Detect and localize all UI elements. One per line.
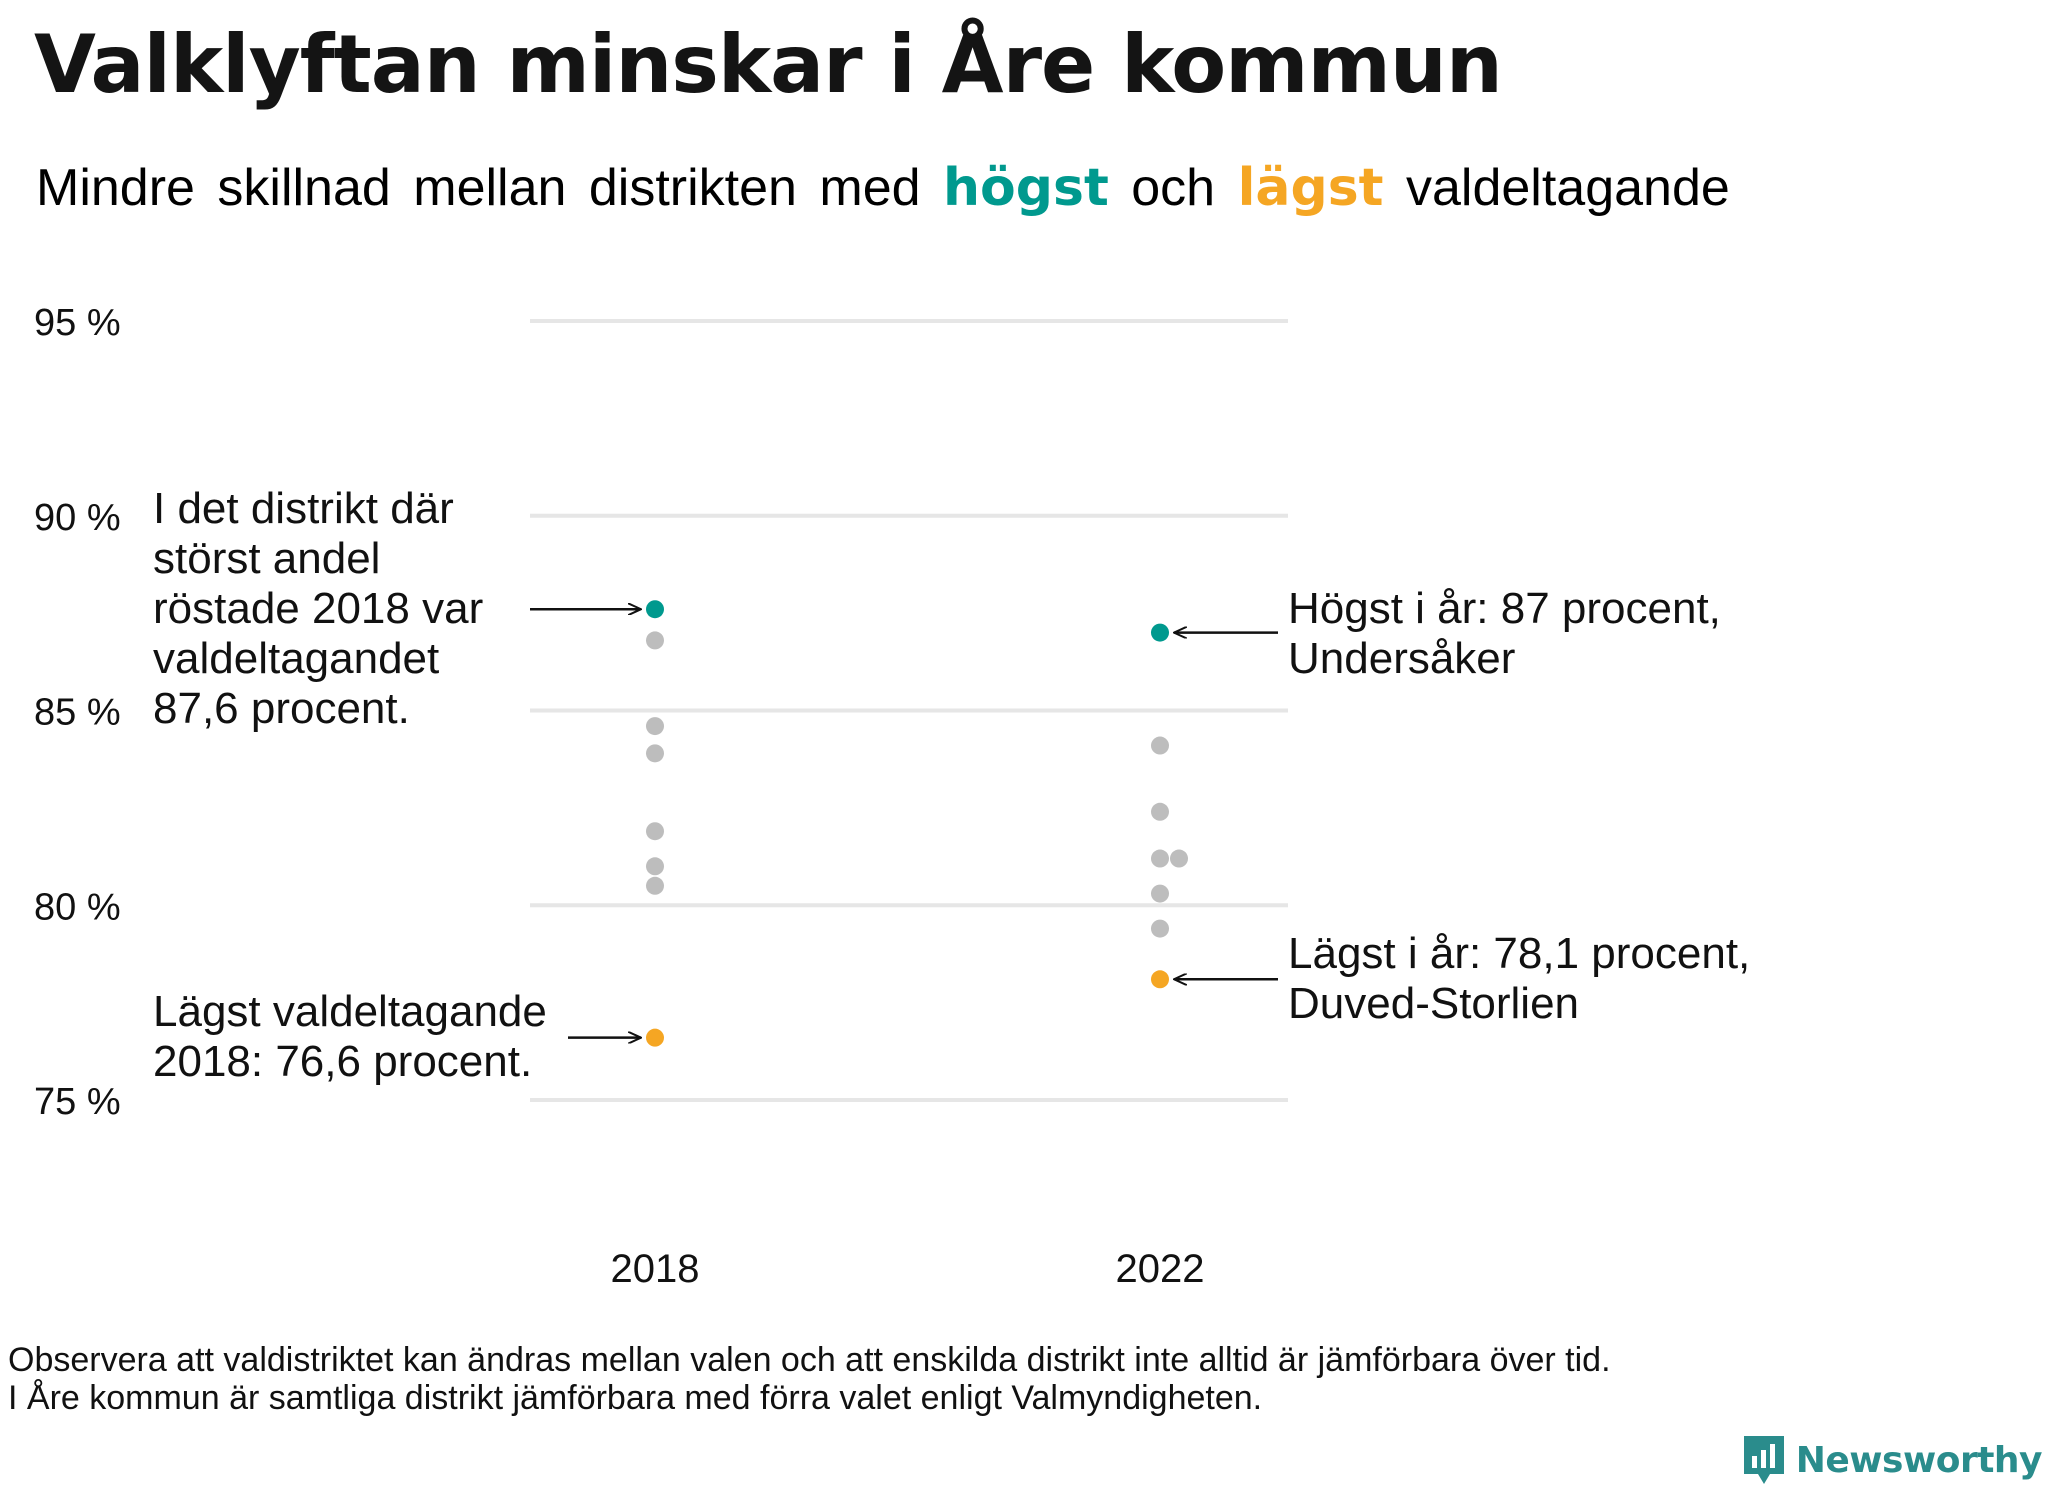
annotation-line: Undersåker (1288, 634, 1515, 683)
y-tick-label: 75 % (34, 1081, 121, 1123)
data-point-lowest (1151, 970, 1169, 989)
x-tick-label: 2018 (611, 1247, 700, 1291)
annotation-line: röstade 2018 var (153, 584, 483, 633)
data-point-other (1151, 736, 1169, 755)
annotation-line: Duved-Storlien (1288, 979, 1579, 1028)
bar-chart-speech-bubble-icon (1743, 1436, 1784, 1484)
annotation-line: valdeltagandet (153, 634, 439, 683)
footnote: Observera att valdistriktet kan ändras m… (8, 1341, 1611, 1417)
turnout-dot-plot: 75 % 80 % 85 % 90 % 95 % 2018 2022 I det dist… (34, 302, 1750, 1291)
annotation-low-2022: Lägst i år: 78,1 procent, Duved-Storlien (1288, 929, 1750, 1028)
data-point-highest (1151, 623, 1169, 642)
y-tick-label: 95 % (34, 302, 121, 344)
annotation-line: I det distrikt där (153, 484, 454, 533)
annotation-line: störst andel (153, 534, 380, 583)
data-point-lowest (646, 1028, 664, 1047)
annotation-line: Lägst i år: 78,1 procent, (1288, 929, 1750, 978)
annotation-high-2018: I det distrikt där störst andel röstade 20… (153, 484, 483, 733)
subtitle-highest-word: högst (943, 158, 1109, 218)
annotation-line: Lägst valdeltagande (153, 987, 547, 1036)
data-point-highest (646, 600, 664, 619)
x-axis: 2018 2022 (611, 1247, 1205, 1291)
data-point-other (1151, 884, 1169, 903)
annotation-line: 2018: 76,6 procent. (153, 1037, 532, 1086)
annotation-low-2018: Lägst valdeltagande 2018: 76,6 procent. (153, 987, 547, 1086)
subtitle-text-1: Mindre skillnad mellan distrikten med (36, 159, 921, 217)
data-points (646, 600, 1188, 1047)
subtitle-lowest-word: lägst (1237, 158, 1384, 218)
data-point-other (646, 717, 664, 736)
y-axis: 75 % 80 % 85 % 90 % 95 % (34, 302, 121, 1123)
footnote-line: I Åre kommun är samtliga distrikt jämför… (8, 1379, 1263, 1417)
brand-name: Newsworthy (1795, 1439, 2043, 1481)
x-tick-label: 2022 (1116, 1247, 1205, 1291)
data-point-other (646, 857, 664, 876)
y-tick-label: 90 % (34, 497, 121, 539)
annotation-high-2022: Högst i år: 87 procent, Undersåker (1288, 584, 1721, 683)
chart-title: Valklyftan minskar i Åre kommun (34, 18, 1503, 111)
subtitle-text-2: och (1131, 159, 1216, 217)
data-point-other (646, 744, 664, 763)
annotations: I det distrikt där störst andel röstade 20… (153, 484, 1750, 1086)
chart-subtitle: Mindre skillnad mellan distrikten med hö… (36, 158, 1730, 218)
footnote-line: Observera att valdistriktet kan ändras m… (8, 1341, 1611, 1379)
data-point-other (646, 631, 664, 650)
brand-logo: Newsworthy (1742, 1434, 2043, 1486)
data-point-other (1151, 849, 1169, 868)
data-point-other (1151, 919, 1169, 938)
data-point-other (646, 822, 664, 841)
annotation-line: Högst i år: 87 procent, (1288, 584, 1721, 633)
y-tick-label: 80 % (34, 886, 121, 928)
annotation-line: 87,6 procent. (153, 684, 410, 733)
annotation-arrows (530, 609, 1278, 1037)
subtitle-text-3: valdeltagande (1405, 159, 1730, 217)
data-point-other (646, 876, 664, 895)
data-point-other (1170, 849, 1188, 868)
data-point-other (1151, 802, 1169, 821)
y-tick-label: 85 % (34, 692, 121, 734)
gridlines (530, 319, 1288, 1102)
